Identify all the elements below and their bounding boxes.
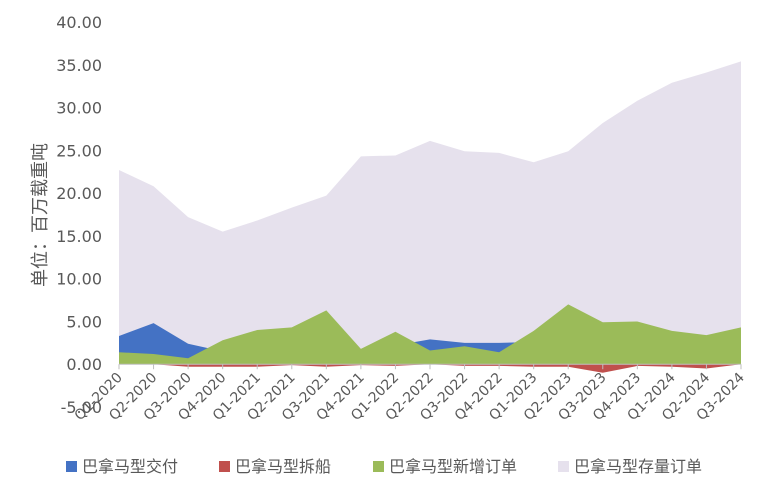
legend-swatch-1 xyxy=(219,461,230,472)
legend-label-0: 巴拿马型交付 xyxy=(82,457,178,476)
y-tick-label: -5.00 xyxy=(61,398,102,417)
legend-swatch-0 xyxy=(66,461,77,472)
legend: 巴拿马型交付 巴拿马型拆船 巴拿马型新增订单 巴拿马型存量订单 xyxy=(66,457,702,476)
y-tick-label: 30.00 xyxy=(56,99,102,118)
y-tick-label: 15.00 xyxy=(56,227,102,246)
y-tick-label: 5.00 xyxy=(66,312,102,331)
area-series-1 xyxy=(119,364,741,373)
legend-swatch-2 xyxy=(373,461,384,472)
y-tick-label: 0.00 xyxy=(66,355,102,374)
legend-label-3: 巴拿马型存量订单 xyxy=(574,457,702,476)
legend-label-1: 巴拿马型拆船 xyxy=(235,457,331,476)
y-tick-label: 20.00 xyxy=(56,184,102,203)
legend-label-2: 巴拿马型新增订单 xyxy=(389,457,517,476)
area-series-2 xyxy=(119,304,741,365)
y-tick-label: 10.00 xyxy=(56,270,102,289)
y-tick-label: 40.00 xyxy=(56,13,102,32)
y-tick-label: 35.00 xyxy=(56,56,102,75)
area-series-3 xyxy=(119,61,741,365)
y-axis-label: 单位：百万载重吨 xyxy=(30,143,51,287)
plot-area xyxy=(119,61,741,373)
legend-swatch-3 xyxy=(558,461,569,472)
y-tick-label: 25.00 xyxy=(56,141,102,160)
